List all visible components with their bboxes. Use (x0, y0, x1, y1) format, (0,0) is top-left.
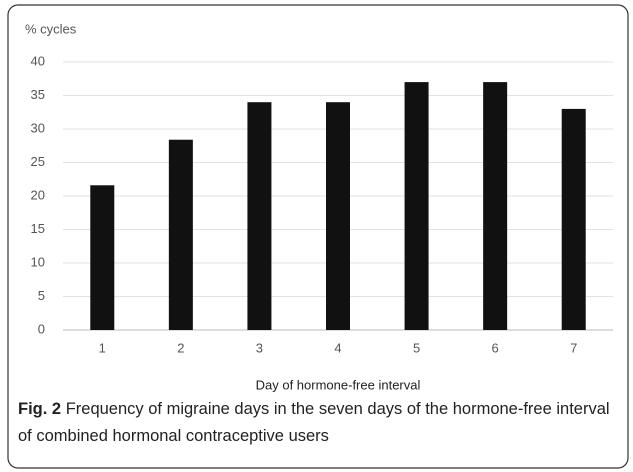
x-tick-label: 7 (570, 340, 577, 355)
bar (247, 102, 272, 330)
bar (404, 82, 429, 330)
caption-text: Frequency of migraine days in the seven … (18, 400, 610, 445)
x-tick-label: 5 (413, 340, 420, 355)
y-tick-label: 40 (31, 53, 45, 68)
y-tick-label: 0 (38, 321, 45, 336)
x-tick-label: 1 (99, 340, 106, 355)
y-tick-label: 10 (31, 254, 45, 269)
x-tick-label: 6 (492, 340, 499, 355)
x-axis-label: Day of hormone-free interval (256, 377, 421, 392)
x-tick-label: 3 (256, 340, 263, 355)
bar (326, 102, 350, 330)
bar (90, 185, 115, 330)
caption-label: Fig. 2 (18, 400, 62, 418)
y-tick-label: 25 (31, 154, 45, 169)
x-tick-label: 2 (177, 340, 184, 355)
y-tick-label: 5 (38, 288, 45, 303)
frame (7, 4, 629, 469)
x-tick-label: 4 (334, 340, 341, 355)
bar (483, 82, 508, 330)
bar (561, 108, 586, 331)
y-tick-label: 15 (31, 221, 45, 236)
bar (168, 139, 193, 330)
y-axis-label: % cycles (25, 21, 77, 36)
y-tick-label: 20 (31, 187, 45, 202)
y-tick-label: 35 (31, 87, 45, 102)
caption: Fig. 2 Frequency of migraine days in the… (18, 396, 618, 450)
y-tick-label: 30 (31, 120, 45, 135)
